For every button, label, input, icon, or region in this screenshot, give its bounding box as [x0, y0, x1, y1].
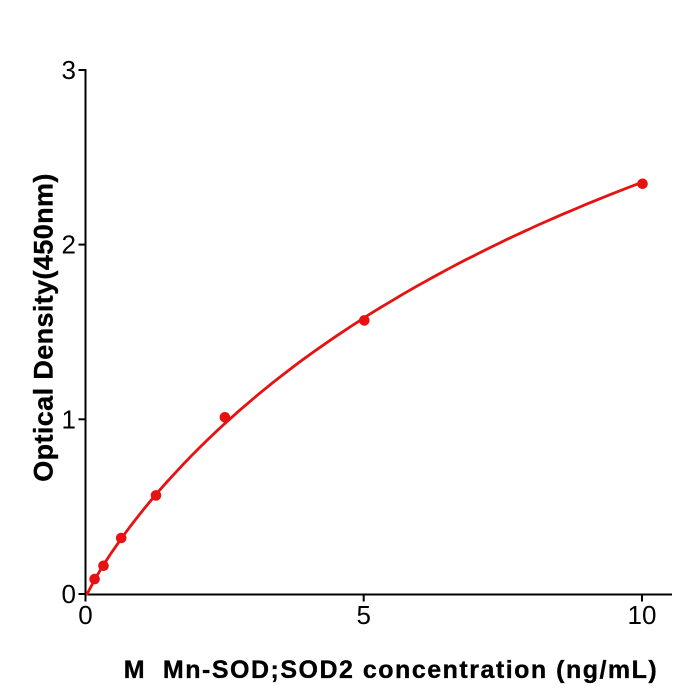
svg-text:0: 0: [62, 579, 76, 609]
svg-text:Optical Density(450nm): Optical Density(450nm): [29, 173, 59, 481]
svg-text:3: 3: [62, 55, 76, 85]
svg-text:0: 0: [78, 600, 92, 630]
svg-text:2: 2: [62, 230, 76, 260]
svg-text:1: 1: [62, 404, 76, 434]
svg-text:10: 10: [628, 600, 657, 630]
svg-text:5: 5: [356, 600, 370, 630]
svg-text:M Mn-SOD;SOD2 concentration (: M Mn-SOD;SOD2 concentration (ng/mL): [124, 656, 659, 684]
